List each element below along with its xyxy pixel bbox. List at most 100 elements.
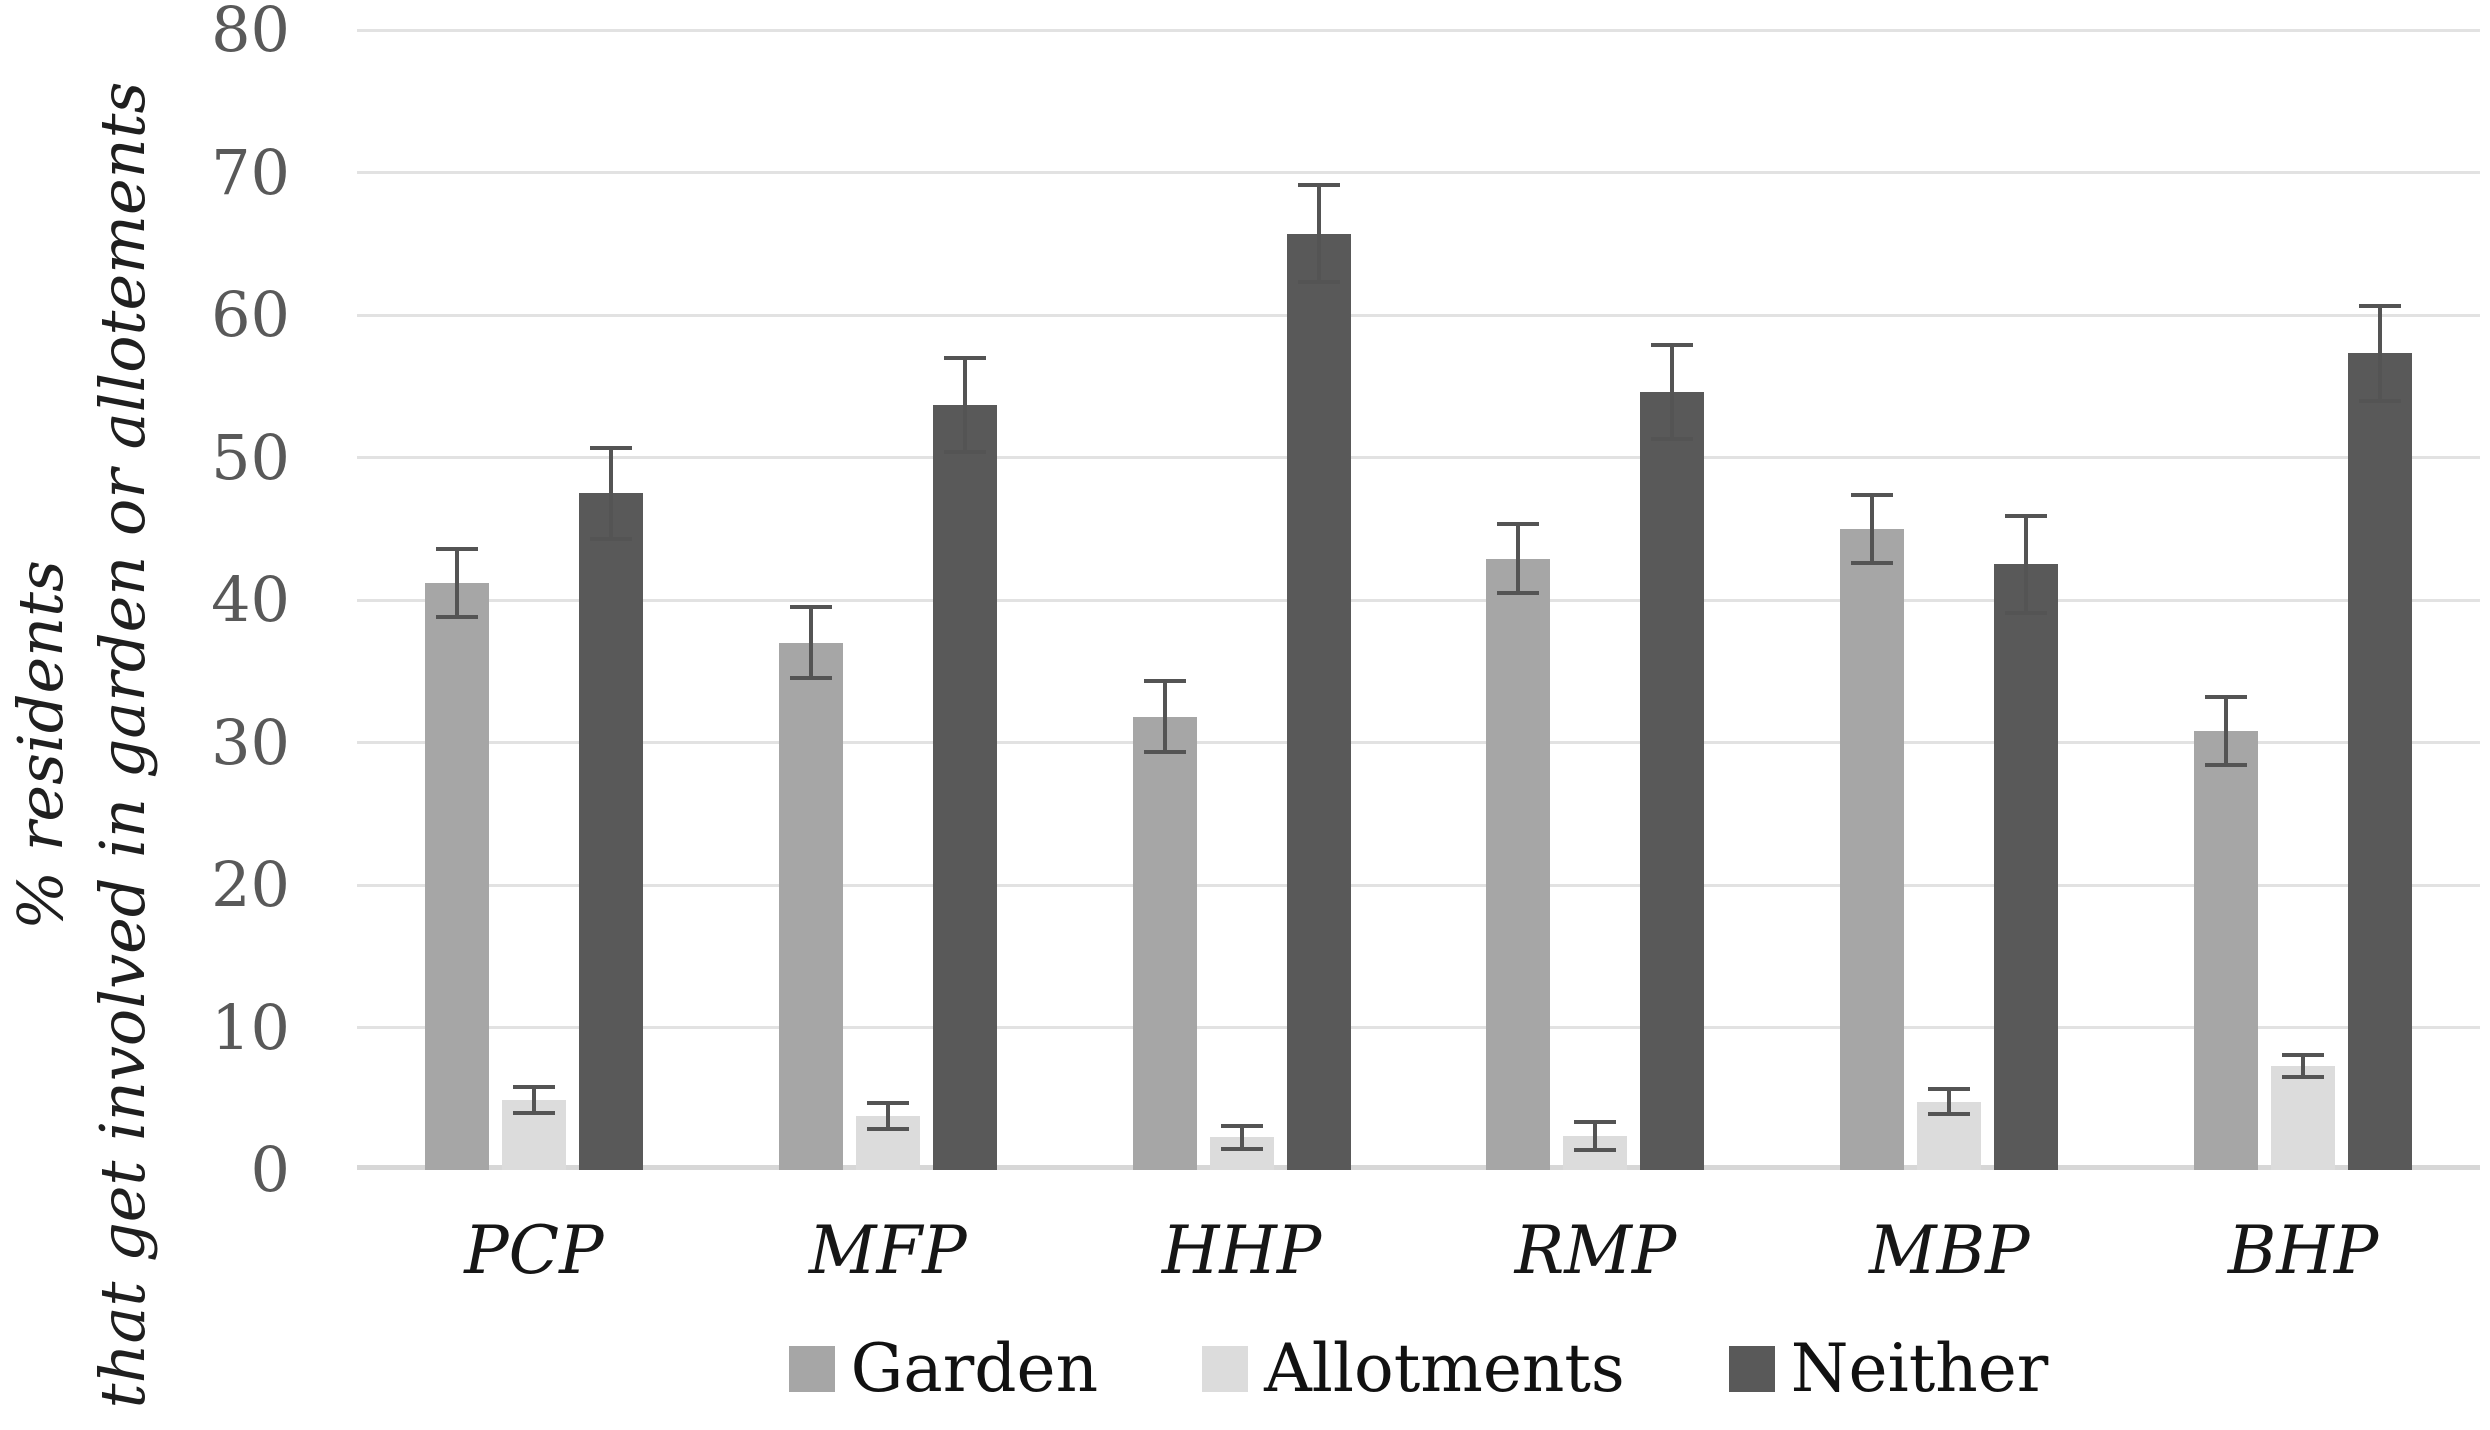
bar-neither-RMP	[1640, 391, 1705, 1170]
bar-garden-RMP	[1486, 558, 1551, 1170]
y-tick-70: 70	[211, 135, 290, 209]
error-bar-garden-MFP	[808, 607, 813, 679]
gridline-70	[357, 171, 2480, 174]
error-cap-bottom-garden-HHP	[1143, 750, 1186, 755]
x-axis-label-MFP: MFP	[808, 1212, 967, 1289]
bar-neither-MBP	[1994, 564, 2059, 1170]
error-bar-allotments-MBP	[1947, 1088, 1952, 1115]
bar-garden-BHP	[2194, 731, 2259, 1170]
error-cap-bottom-allotments-PCP	[512, 1111, 555, 1115]
gridline-80	[357, 28, 2480, 32]
error-cap-top-allotments-HHP	[1220, 1123, 1263, 1128]
error-bar-neither-BHP	[2378, 306, 2383, 401]
legend-swatch-allotments	[1202, 1346, 1249, 1392]
error-cap-top-allotments-BHP	[2282, 1052, 2325, 1057]
y-tick-80: 80	[211, 0, 290, 66]
error-cap-bottom-garden-MBP	[1851, 560, 1894, 565]
plot-area	[357, 28, 2480, 1170]
error-cap-bottom-allotments-RMP	[1574, 1148, 1617, 1153]
legend-swatch-neither	[1728, 1346, 1775, 1392]
error-cap-bottom-neither-RMP	[1651, 436, 1694, 441]
error-bar-garden-PCP	[454, 548, 459, 618]
error-cap-top-neither-RMP	[1651, 342, 1694, 347]
gridline-40	[357, 598, 2480, 602]
error-bar-allotments-PCP	[531, 1087, 536, 1113]
error-bar-garden-MBP	[1870, 494, 1875, 563]
gridline-60	[357, 313, 2480, 317]
error-cap-bottom-neither-PCP	[589, 536, 632, 541]
legend: Garden Allotments Neither	[357, 1336, 2480, 1402]
error-bar-allotments-RMP	[1593, 1121, 1598, 1151]
error-bar-neither-HHP	[1316, 185, 1321, 283]
bar-neither-PCP	[578, 493, 643, 1170]
error-cap-top-neither-PCP	[589, 445, 632, 450]
error-bar-allotments-MFP	[885, 1103, 890, 1129]
error-bar-garden-HHP	[1162, 681, 1167, 753]
legend-swatch-garden	[788, 1346, 835, 1392]
legend-item-allotments: Allotments	[1202, 1336, 1625, 1402]
x-axis-label-PCP: PCP	[464, 1212, 604, 1289]
error-cap-bottom-neither-MBP	[2005, 610, 2048, 615]
y-axis-title-line1: % residents	[4, 560, 78, 930]
error-cap-bottom-neither-BHP	[2359, 398, 2402, 403]
bar-garden-HHP	[1132, 716, 1197, 1170]
y-tick-20: 20	[211, 848, 290, 921]
y-tick-50: 50	[211, 420, 290, 494]
x-axis-label-RMP: RMP	[1514, 1212, 1677, 1289]
x-axis-label-MBP: MBP	[1869, 1212, 2030, 1289]
error-bar-garden-BHP	[2224, 696, 2229, 766]
y-tick-0: 0	[250, 1133, 290, 1206]
error-cap-bottom-allotments-BHP	[2282, 1075, 2325, 1080]
bar-neither-HHP	[1286, 233, 1351, 1170]
y-tick-40: 40	[211, 563, 290, 636]
bar-garden-MBP	[1840, 528, 1905, 1170]
error-bar-neither-PCP	[608, 447, 613, 539]
error-cap-top-garden-HHP	[1143, 679, 1186, 684]
legend-label-neither: Neither	[1790, 1330, 2049, 1407]
x-axis-label-BHP: BHP	[2227, 1212, 2379, 1289]
error-cap-bottom-garden-BHP	[2205, 763, 2248, 768]
error-cap-bottom-allotments-MBP	[1928, 1112, 1971, 1117]
error-cap-bottom-neither-MFP	[943, 449, 986, 454]
y-tick-30: 30	[211, 705, 290, 779]
error-cap-bottom-garden-RMP	[1497, 590, 1540, 595]
bar-neither-MFP	[932, 404, 997, 1170]
gridline-20	[357, 883, 2480, 887]
error-cap-top-neither-BHP	[2359, 304, 2402, 309]
error-cap-bottom-neither-HHP	[1297, 280, 1340, 285]
y-tick-60: 60	[211, 278, 290, 351]
error-cap-top-garden-RMP	[1497, 522, 1540, 527]
error-bar-neither-MFP	[962, 357, 967, 452]
error-cap-top-garden-MFP	[789, 605, 832, 610]
error-cap-top-allotments-MFP	[866, 1101, 909, 1106]
error-cap-bottom-allotments-MFP	[866, 1126, 909, 1131]
gridline-50	[357, 456, 2480, 459]
error-bar-neither-MBP	[2024, 515, 2029, 613]
error-cap-top-allotments-PCP	[512, 1085, 555, 1090]
bar-garden-PCP	[424, 582, 489, 1170]
error-bar-neither-RMP	[1670, 344, 1675, 439]
error-cap-top-garden-BHP	[2205, 694, 2248, 699]
error-cap-top-garden-MBP	[1851, 492, 1894, 497]
error-cap-top-garden-PCP	[435, 546, 478, 551]
error-cap-bottom-allotments-HHP	[1220, 1146, 1263, 1151]
error-cap-top-allotments-MBP	[1928, 1086, 1971, 1091]
error-cap-top-allotments-RMP	[1574, 1119, 1617, 1124]
legend-item-neither: Neither	[1728, 1330, 2049, 1407]
legend-item-garden: Garden	[788, 1330, 1099, 1407]
error-bar-garden-RMP	[1516, 524, 1521, 593]
error-bar-allotments-BHP	[2301, 1054, 2306, 1078]
y-tick-10: 10	[211, 990, 290, 1064]
bar-neither-BHP	[2348, 353, 2413, 1170]
x-axis-label-HHP: HHP	[1161, 1212, 1322, 1289]
error-bar-allotments-HHP	[1239, 1125, 1244, 1149]
gridline-30	[357, 741, 2480, 744]
error-cap-bottom-garden-PCP	[435, 615, 478, 620]
gridline-10	[357, 1026, 2480, 1029]
legend-label-allotments: Allotments	[1264, 1330, 1625, 1407]
gridline-0	[357, 1165, 2480, 1170]
legend-label-garden: Garden	[850, 1330, 1099, 1407]
error-cap-top-neither-MFP	[943, 355, 986, 360]
bar-garden-MFP	[778, 642, 843, 1170]
